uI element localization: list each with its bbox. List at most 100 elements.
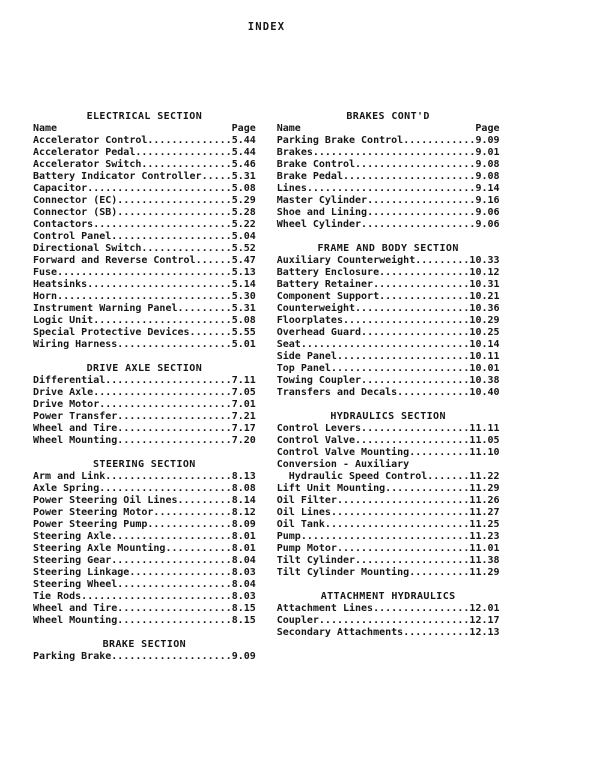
index-entry: Heatsinks........................5.14 xyxy=(33,279,256,291)
index-entry: Tilt Cylinder Mounting..........11.29 xyxy=(277,567,500,579)
entry-page: 5.08 xyxy=(231,183,256,194)
entry-page: 11.38 xyxy=(469,555,500,566)
index-entry: Lift Unit Mounting..............11.29 xyxy=(277,483,500,495)
index-entry: Tie Rods.........................8.03 xyxy=(33,591,256,603)
entry-name: Battery Retainer xyxy=(276,279,374,290)
entry-dot-leader: .................... xyxy=(111,651,232,662)
entry-name: Steering Axle Mounting xyxy=(33,543,166,554)
entry-name: Connector (SB) xyxy=(33,207,118,218)
entry-name: Drive Motor xyxy=(33,399,100,410)
entry-name: Pump xyxy=(276,531,301,542)
index-entry: Steering Wheel...................8.04 xyxy=(33,579,256,591)
index-entry: Battery Indicator Controller.....5.31 xyxy=(33,171,256,183)
index-entry: Hydraulic Speed Control.......11.22 xyxy=(277,471,500,483)
entry-page: 9.08 xyxy=(475,171,500,182)
entry-dot-leader: ............................ xyxy=(300,531,470,542)
index-section: FRAME AND BODY SECTION Auxiliary Counterw… xyxy=(277,243,500,399)
entry-dot-leader: ................... xyxy=(361,219,476,230)
entry-page: 9.08 xyxy=(475,159,500,170)
entry-page: 5.04 xyxy=(231,231,256,242)
index-section: HYDRAULICS SECTION Control Levers........… xyxy=(277,411,500,579)
entry-dot-leader: ........... xyxy=(403,627,470,638)
entry-page: 8.03 xyxy=(231,591,256,602)
entry-name: Power Steering Motor xyxy=(33,507,154,518)
entry-name: Differential xyxy=(33,375,106,386)
entry-name: Transfers and Decals xyxy=(276,387,398,398)
entry-dot-leader: ................... xyxy=(355,435,470,446)
index-entry: Wheel and Tire...................7.17 xyxy=(33,423,256,435)
entry-dot-leader: ................... xyxy=(117,339,232,350)
entry-name: Master Cylinder xyxy=(276,195,368,206)
entry-dot-leader: ................... xyxy=(355,555,470,566)
entry-dot-leader: ................... xyxy=(117,195,232,206)
column-labels-row: Name Page xyxy=(33,123,256,135)
index-entry: Contactors.......................5.22 xyxy=(33,219,256,231)
entry-dot-leader: ....................... xyxy=(93,315,232,326)
entry-dot-leader: ................. xyxy=(129,567,232,578)
entry-dot-leader: ....................... xyxy=(93,219,232,230)
entry-name: Horn xyxy=(33,291,58,302)
entry-dot-leader: .......... xyxy=(409,447,470,458)
index-section: STEERING SECTION Arm and Link............… xyxy=(33,459,256,627)
entry-name: Wheel and Tire xyxy=(33,423,118,434)
entry-page: 12.13 xyxy=(469,627,500,638)
entry-page: 8.01 xyxy=(231,531,256,542)
section-heading: STEERING SECTION xyxy=(93,459,196,470)
entry-page: 5.52 xyxy=(231,243,256,254)
entry-name: Wheel Cylinder xyxy=(276,219,362,230)
column-labels-row: Name Page xyxy=(277,123,500,135)
entry-dot-leader: ...................... xyxy=(336,543,470,554)
entry-dot-leader: ..... xyxy=(201,171,232,182)
entry-name: Power Steering Oil Lines xyxy=(33,495,178,506)
index-entry: Capacitor........................5.08 xyxy=(33,183,256,195)
entry-dot-leader: ......................... xyxy=(81,591,232,602)
entry-dot-leader: ............. xyxy=(153,507,232,518)
entry-dot-leader: ......... xyxy=(177,303,232,314)
entry-page: 10.01 xyxy=(469,363,500,374)
section-heading: DRIVE AXLE SECTION xyxy=(86,363,203,374)
entry-name: Battery Enclosure xyxy=(276,267,380,278)
section-heading: BRAKES CONT'D xyxy=(346,111,430,122)
entry-page: 7.20 xyxy=(231,435,256,446)
entry-dot-leader: .................... xyxy=(111,531,232,542)
index-entry: Power Transfer...................7.21 xyxy=(33,411,256,423)
entry-page: 10.21 xyxy=(469,291,500,302)
entry-page: 10.25 xyxy=(469,327,500,338)
index-entry: Steering Gear....................8.04 xyxy=(33,555,256,567)
index-entry: Brake Pedal......................9.08 xyxy=(277,171,500,183)
entry-page: 11.22 xyxy=(469,471,500,482)
entry-dot-leader: ......................... xyxy=(318,615,470,626)
entry-dot-leader: .................. xyxy=(367,195,476,206)
entry-name: Lines xyxy=(276,183,307,194)
entry-name: Pump Motor xyxy=(276,543,337,554)
index-entry: Control Panel....................5.04 xyxy=(33,231,256,243)
entry-page: 5.29 xyxy=(231,195,256,206)
entry-dot-leader: .................... xyxy=(111,231,232,242)
entry-page: 8.12 xyxy=(231,507,256,518)
entry-name: Brake Pedal xyxy=(276,171,343,182)
index-section: BRAKES CONT'D Name Page Parking Brake Contr… xyxy=(277,111,500,231)
entry-name: Power Transfer xyxy=(33,411,118,422)
index-entry: Control Valve Mounting..........11.10 xyxy=(277,447,500,459)
entry-name: Oil Lines xyxy=(276,507,331,518)
index-entry: Counterweight...................10.36 xyxy=(277,303,500,315)
entry-dot-leader: ............................ xyxy=(300,339,470,350)
entry-name: Special Protective Devices xyxy=(33,327,190,338)
entry-page: 7.21 xyxy=(231,411,256,422)
index-entry: Side Panel......................10.11 xyxy=(277,351,500,363)
entry-dot-leader: .................... xyxy=(355,159,476,170)
entry-dot-leader: ...................... xyxy=(336,495,470,506)
index-entry: Drive Axle.......................7.05 xyxy=(33,387,256,399)
entry-dot-leader: ..................... xyxy=(342,315,470,326)
entry-name: Connector (EC) xyxy=(33,195,118,206)
entry-dot-leader: ........... xyxy=(165,543,232,554)
index-column-1: ELECTRICAL SECTION Name Page Accelerator Co… xyxy=(33,111,256,663)
entry-name: Battery Indicator Controller xyxy=(33,171,202,182)
entry-page: 11.05 xyxy=(469,435,500,446)
entry-dot-leader: ........................ xyxy=(324,519,470,530)
index-entry: Arm and Link.....................8.13 xyxy=(33,471,256,483)
entry-page: 12.01 xyxy=(469,603,500,614)
entry-page: 5.01 xyxy=(231,339,256,350)
entry-page: 9.16 xyxy=(475,195,500,206)
index-entry: Auxiliary Counterweight.........10.33 xyxy=(277,255,500,267)
